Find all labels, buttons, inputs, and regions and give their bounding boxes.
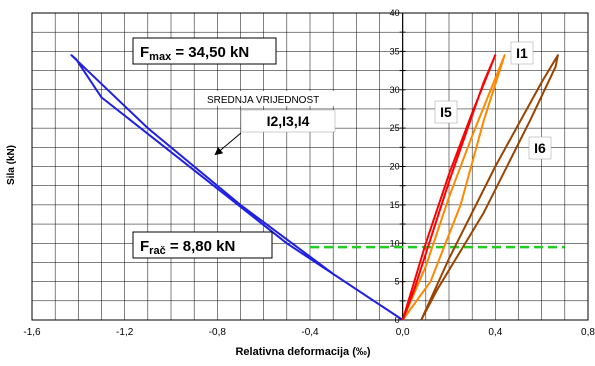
series-label-i6: I6 (529, 137, 551, 159)
y-tick-label: 25 (390, 123, 400, 133)
x-tick-label: -1,2 (116, 327, 134, 338)
x-axis-label: Relativna deformacija (‰) (235, 346, 370, 358)
x-tick-label: -0,8 (209, 327, 227, 338)
y-tick-label: 20 (390, 162, 400, 172)
y-tick-label: 15 (390, 200, 400, 210)
frac-annotation: Frač = 8,80 kN (133, 232, 272, 258)
frac-value: = 8,80 kN (166, 238, 236, 255)
frac-subscript: rač (149, 245, 166, 257)
x-tick-label: 0,4 (488, 327, 502, 338)
frac-symbol: F (140, 238, 149, 255)
x-tick-label: -1,6 (23, 327, 41, 338)
label-i5: I5 (440, 104, 452, 120)
y-tick-label: 35 (390, 46, 400, 56)
x-tick-label: 0,8 (581, 327, 595, 338)
label-i6: I6 (534, 140, 546, 156)
y-tick-label: 30 (390, 85, 400, 95)
y-axis-label: Sila (kN) (6, 145, 17, 185)
series-label-i5: I5 (435, 101, 457, 123)
series-label-i1: I1 (511, 42, 533, 64)
y-tick-label: 40 (390, 8, 400, 18)
fmax-value: = 34,50 kN (171, 44, 249, 61)
fmax-annotation: Fmax = 34,50 kN (133, 38, 276, 64)
mean-label: SREDNJA VRIJEDNOST (207, 95, 319, 106)
x-tick-label: -0,4 (301, 327, 319, 338)
y-tick-label: 5 (395, 277, 400, 287)
fmax-subscript: max (149, 51, 172, 63)
mean-series-label: I2,I3,I4 (267, 113, 310, 129)
fmax-symbol: F (140, 44, 149, 61)
x-tick-label: 0,0 (396, 327, 410, 338)
label-i1: I1 (516, 45, 528, 61)
